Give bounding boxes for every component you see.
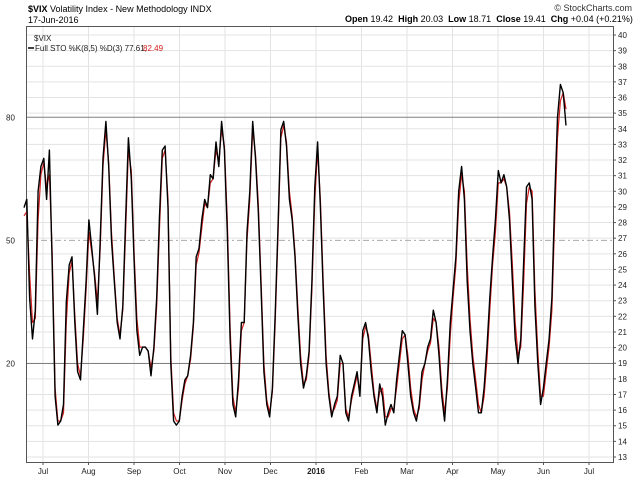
x-tick-label: Jul [584,467,594,476]
legend-k-text: Full STO %K(8,5) %D(3) 77.61, [35,44,147,53]
right-tick-label: 40 [618,31,627,40]
right-tick-label: 23 [618,297,627,306]
x-tick-label: Nov [218,467,232,476]
right-tick-label: 39 [618,47,627,56]
y-axis-right: 13 14 15 16 17 18 19 20 21 22 23 24 25 26 27 28 29 30 31 32… [613,31,627,462]
credit: © StockCharts.com [554,3,632,13]
right-tick-label: 29 [618,203,627,212]
right-tick-label: 15 [618,422,627,431]
right-tick-label: 16 [618,406,627,415]
right-tick-label: 37 [618,78,627,87]
x-tick-label: Mar [400,467,414,476]
right-tick-label: 28 [618,219,627,228]
chart-date: 17-Jun-2016 [28,15,79,25]
series-group [23,83,567,426]
x-tick-label: Oct [173,467,186,476]
left-tick-label: 80 [6,113,15,122]
x-tick-label: Apr [446,467,459,476]
x-tick-label: Jul [38,467,48,476]
right-tick-label: 31 [618,172,627,181]
right-tick-label: 18 [618,375,627,384]
legend-title: $VIX [34,34,52,43]
x-tick-label: Feb [355,467,369,476]
right-tick-label: 26 [618,250,627,259]
right-tick-label: 33 [618,140,627,149]
left-tick-label: 20 [6,360,15,369]
right-tick-label: 38 [618,62,627,71]
right-tick-label: 19 [618,359,627,368]
exchange: INDX [190,4,212,14]
right-tick-label: 20 [618,344,627,353]
level-lines [27,116,613,365]
high-value: 20.03 [420,14,444,24]
close-value: 19.41 [523,14,546,24]
symbol: $VIX [28,4,48,14]
right-tick-label: 21 [618,328,627,337]
right-tick-label: 13 [618,453,627,462]
right-tick-label: 35 [618,109,627,118]
series-k-line [23,83,567,426]
right-tick-label: 24 [618,281,627,290]
symbol-title: $VIX Volatility Index - New Methodology … [28,4,212,14]
legend: $VIX Full STO %K(8,5) %D(3) 77.61, 82.49 [28,34,164,53]
right-tick-label: 34 [618,125,627,134]
open-value: 19.42 [370,14,394,24]
left-tick-label: 50 [6,236,15,245]
right-tick-label: 17 [618,390,627,399]
right-tick-label: 22 [618,312,627,321]
x-tick-label: Jun [537,467,550,476]
right-tick-label: 30 [618,187,627,196]
x-axis: Jul Aug Sep Oct Nov Dec 2016 Feb Mar Apr May Jun Jul [38,462,594,476]
right-tick-label: 36 [618,94,627,103]
right-tick-label: 25 [618,265,627,274]
legend-d-value: 82.49 [143,44,164,53]
x-tick-label: Sep [127,467,142,476]
y-axis-left: 20 50 80 [6,113,15,368]
right-tick-label: 27 [618,234,627,243]
chg-value: +0.04 (+0.21%) [570,14,633,24]
right-tick-label: 32 [618,156,627,165]
index-name: Volatility Index - New Methodology [50,4,188,14]
x-tick-label: 2016 [307,467,325,476]
low-value: 18.71 [468,14,492,24]
x-tick-label: Aug [81,467,95,476]
ohlc-bar: Open 19.42 High 20.03 Low 18.71 Close 19… [345,14,633,24]
right-tick-label: 14 [618,437,627,446]
x-tick-label: Dec [263,467,277,476]
x-tick-label: May [490,467,505,476]
